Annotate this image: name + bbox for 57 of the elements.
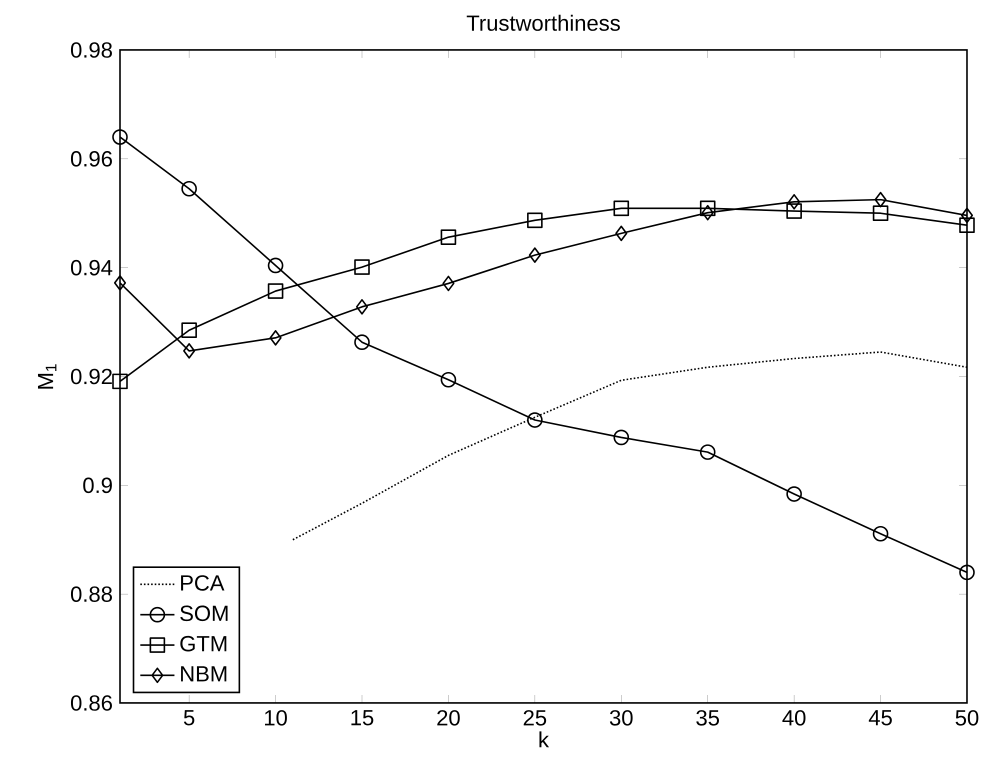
point xyxy=(114,275,126,291)
point xyxy=(959,564,975,580)
point xyxy=(354,259,370,275)
x-tick-label: 5 xyxy=(184,710,194,726)
y-tick-label: 0.94 xyxy=(70,260,112,276)
point xyxy=(613,430,630,446)
x-tick-label: 35 xyxy=(696,710,719,726)
x-tick-label: 30 xyxy=(610,710,633,726)
x-tick-label: 10 xyxy=(265,710,287,726)
point xyxy=(786,203,802,219)
y-tick-label: 0.98 xyxy=(70,42,112,58)
point xyxy=(615,226,628,242)
x-tick-label: 50 xyxy=(956,710,978,726)
y-axis-title: M$_{1}$ xyxy=(38,364,56,389)
point xyxy=(872,526,888,542)
point xyxy=(440,229,456,245)
y-tick-label: 0.96 xyxy=(70,151,112,167)
point xyxy=(872,205,888,222)
point xyxy=(700,200,716,216)
point xyxy=(181,180,197,197)
point xyxy=(959,217,975,234)
x-tick-label: 15 xyxy=(351,710,374,726)
point xyxy=(440,372,456,388)
legend-label: SOM xyxy=(180,606,228,622)
point xyxy=(613,200,630,216)
point xyxy=(270,330,282,346)
chart-title: Trustworthiness xyxy=(466,14,620,31)
x-tick-label: 45 xyxy=(868,710,892,726)
point xyxy=(181,322,197,338)
x-axis-title: k xyxy=(539,731,550,748)
point xyxy=(700,444,716,460)
point xyxy=(960,208,974,224)
point xyxy=(112,129,128,145)
point xyxy=(786,486,802,502)
point xyxy=(874,192,887,208)
y-tick-label: 0.88 xyxy=(70,586,112,602)
point xyxy=(354,334,370,350)
point xyxy=(527,212,543,228)
point xyxy=(702,204,714,220)
legend-label: NBM xyxy=(181,666,226,682)
y-tick-label: 0.86 xyxy=(70,695,112,711)
x-tick-label: 20 xyxy=(437,710,460,726)
point xyxy=(268,283,284,299)
y-tick-label: 0.9 xyxy=(83,478,112,494)
point xyxy=(183,343,196,359)
point xyxy=(442,276,454,292)
point xyxy=(356,299,368,315)
legend-label: PCA xyxy=(181,575,224,591)
point xyxy=(788,194,800,210)
x-tick-label: 40 xyxy=(782,710,806,726)
point xyxy=(528,247,541,263)
x-tick-label: 25 xyxy=(524,710,546,726)
y-tick-label: 0.92 xyxy=(70,368,112,384)
point xyxy=(268,258,284,274)
point xyxy=(112,374,128,390)
legend-label: GTM xyxy=(180,636,226,652)
point xyxy=(527,412,543,428)
